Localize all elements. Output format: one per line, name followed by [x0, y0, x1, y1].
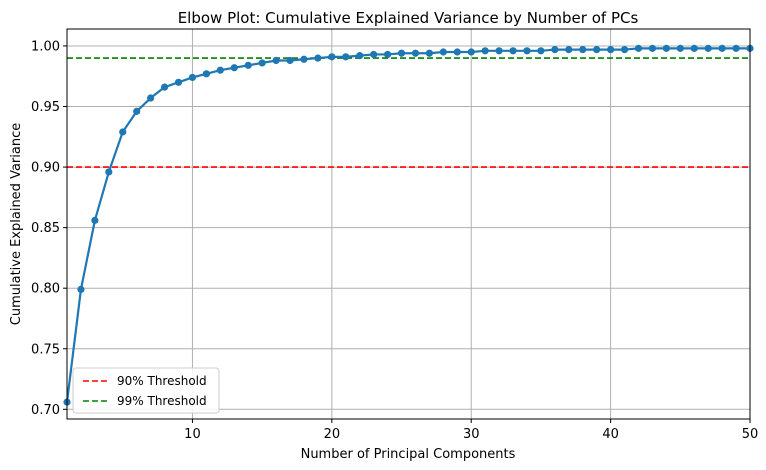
y-tick-label: 0.75 [31, 342, 60, 357]
legend-label-90: 90% Threshold [117, 374, 207, 388]
data-point [732, 44, 740, 52]
data-point [690, 44, 698, 52]
data-point [133, 107, 141, 115]
data-point [230, 64, 238, 72]
y-tick-label: 0.85 [31, 221, 60, 236]
data-point [216, 66, 224, 74]
x-tick-label: 40 [602, 427, 619, 442]
data-point [607, 45, 615, 54]
data-point [91, 216, 99, 224]
data-point [551, 45, 559, 54]
data-point [258, 59, 266, 67]
y-tick-label: 0.95 [31, 100, 60, 115]
data-point [244, 61, 252, 69]
data-point [328, 53, 336, 61]
data-point [383, 50, 392, 59]
y-axis-title: Cumulative Explained Variance [9, 123, 24, 325]
data-point [648, 44, 657, 52]
x-ticks: 10 20 30 40 50 [184, 419, 758, 442]
data-point [676, 44, 684, 52]
data-point [356, 52, 364, 60]
y-tick-label: 0.90 [31, 161, 60, 176]
data-point [634, 44, 643, 52]
data-point [537, 47, 545, 55]
data-point [509, 47, 517, 55]
data-point [147, 94, 155, 102]
legend-label-99: 99% Threshold [117, 394, 207, 408]
grid [67, 29, 751, 419]
data-point [704, 44, 712, 52]
threshold-lines [67, 57, 750, 168]
data-point [202, 70, 210, 78]
data-point [300, 55, 308, 63]
data-point [481, 47, 489, 55]
x-axis-title: Number of Principal Components [301, 447, 516, 462]
data-point [105, 168, 113, 176]
data-point [314, 54, 322, 62]
data-point [467, 48, 475, 56]
y-ticks: 0.70 0.75 0.80 0.85 0.90 0.95 1.00 [31, 39, 67, 418]
data-point [397, 49, 406, 57]
series-layer [63, 44, 754, 406]
data-point [593, 45, 601, 54]
data-point [188, 73, 197, 82]
data-point [523, 47, 531, 55]
data-point [439, 48, 447, 56]
data-point [662, 44, 670, 52]
y-tick-label: 1.00 [31, 39, 60, 54]
data-point [272, 56, 280, 65]
data-point [718, 44, 726, 52]
x-tick-label: 30 [463, 427, 480, 442]
data-point [77, 285, 85, 294]
data-point [160, 83, 169, 91]
data-point [495, 47, 503, 55]
plot-frame [66, 28, 751, 420]
data-point [342, 53, 350, 61]
data-point [119, 128, 127, 136]
data-point [425, 49, 434, 57]
data-point [411, 49, 420, 57]
chart-title: Elbow Plot: Cumulative Explained Varianc… [178, 9, 639, 27]
legend-box [72, 367, 220, 414]
data-point [620, 45, 629, 54]
data-point [565, 45, 573, 54]
data-point [174, 78, 183, 86]
x-tick-label: 20 [324, 427, 341, 442]
data-point [453, 48, 461, 56]
data-point [370, 50, 378, 59]
x-tick-label: 10 [184, 427, 201, 442]
y-tick-label: 0.80 [31, 282, 60, 297]
data-point [286, 56, 294, 65]
data-point [579, 45, 587, 54]
y-tick-label: 0.70 [31, 403, 60, 418]
legend: 90% Threshold 99% Threshold [72, 367, 220, 414]
x-tick-label: 50 [742, 427, 759, 442]
